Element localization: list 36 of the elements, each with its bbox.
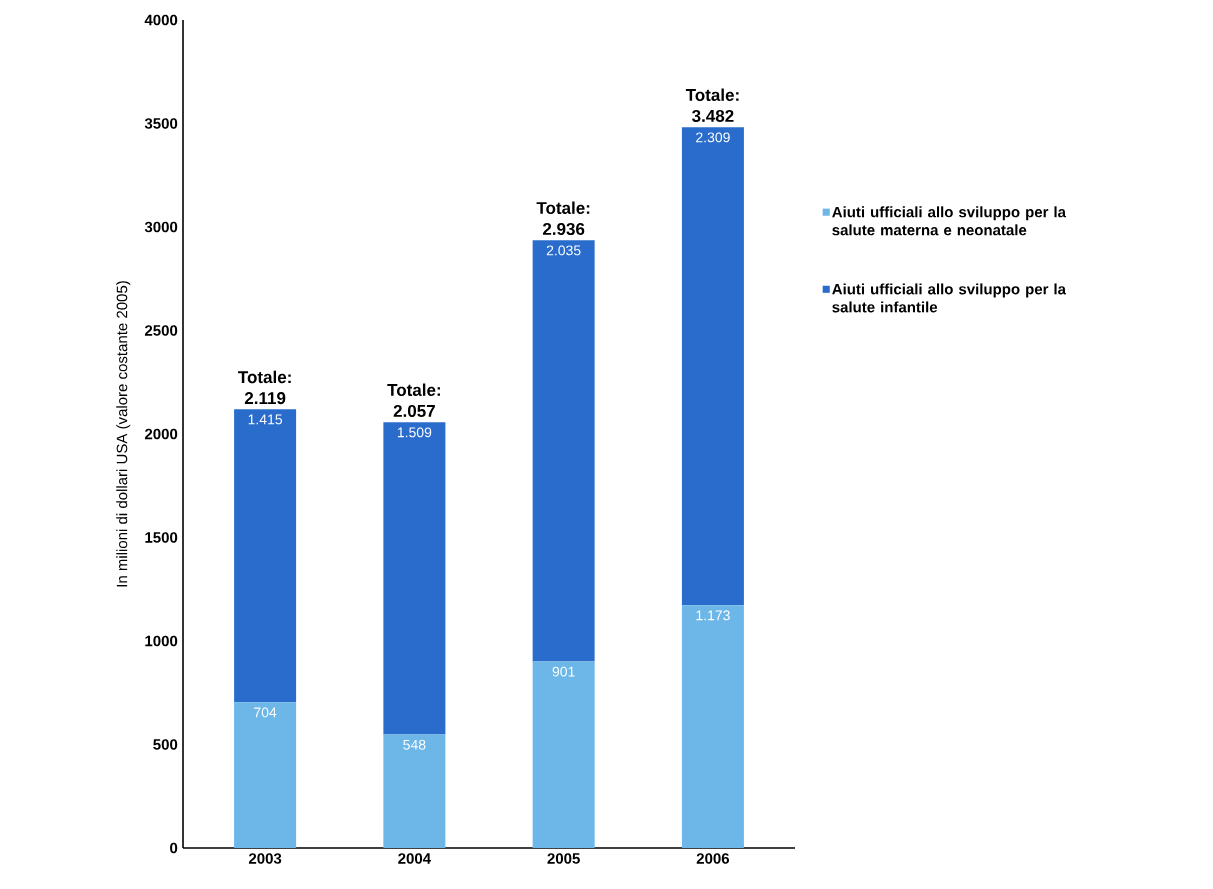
bar: [681, 127, 744, 606]
total-label: Totale: 2.119: [238, 370, 291, 405]
x-tick-label: 2006: [696, 853, 730, 864]
bar: [681, 605, 744, 848]
data-label: 2.309: [696, 132, 730, 143]
data-label: 2.035: [546, 245, 581, 256]
bar: [234, 409, 297, 703]
x-tick-label: 2005: [547, 853, 580, 864]
data-label: 548: [403, 739, 426, 750]
bar: [383, 734, 446, 848]
bar: [532, 240, 595, 662]
y-tick-label: 3500: [144, 118, 178, 129]
data-label: 1.509: [397, 427, 432, 438]
y-tick-label: 1500: [145, 532, 178, 543]
data-label: 704: [254, 707, 277, 718]
total-label: Totale: 3.482: [685, 88, 739, 122]
bar: [234, 702, 297, 848]
bar: [383, 422, 446, 735]
y-axis-title: In milioni di dollari USA (valore costante 2005): [116, 281, 131, 587]
total-label: Totale: 2.936: [536, 201, 590, 236]
y-tick-label: 500: [153, 739, 178, 750]
y-tick-label: 1000: [145, 635, 178, 647]
y-tick-label: 2000: [144, 428, 178, 440]
y-tick-label: 2500: [144, 325, 178, 336]
bar: [532, 661, 595, 848]
data-label: 901: [552, 666, 575, 677]
legend-label: Aiuti ufficiali allo sviluppo per la salute infantile: [832, 283, 1067, 313]
y-tick-label: 4000: [144, 14, 178, 26]
total-label: Totale: 2.057: [387, 383, 440, 417]
x-tick-label: 2003: [248, 853, 282, 864]
data-label: 1.173: [696, 610, 730, 621]
y-tick-label: 0: [170, 842, 178, 854]
legend-label: Aiuti ufficiali allo sviluppo per la salute materna e neonatale: [832, 206, 1067, 236]
x-tick-label: 2004: [398, 853, 431, 864]
y-tick-label: 3000: [144, 221, 178, 233]
data-label: 1.415: [248, 414, 283, 425]
